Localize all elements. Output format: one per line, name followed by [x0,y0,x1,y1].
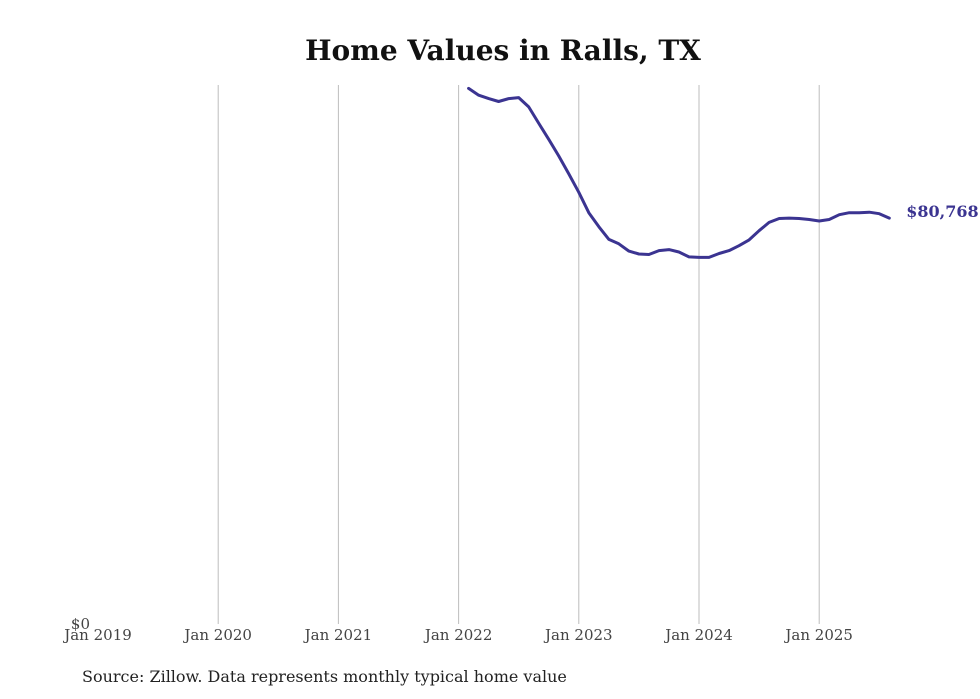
x-tick-label: Jan 2019 [62,626,132,644]
y-axis-zero-label: $0 [71,615,90,633]
latest-value-label: $80,768 [906,202,978,221]
x-tick-label: Jan 2021 [303,626,373,644]
x-tick-label: Jan 2025 [783,626,853,644]
x-tick-label: Jan 2024 [663,626,733,644]
x-tick-label: Jan 2020 [182,626,252,644]
chart-title: Home Values in Ralls, TX [305,34,701,67]
vertical-gridlines [217,85,820,624]
x-axis-tick-labels: Jan 2019 Jan 2020 Jan 2021 Jan 2022 Jan 2023… [62,626,853,644]
x-tick-label: Jan 2022 [423,626,493,644]
x-tick-label: Jan 2023 [543,626,613,644]
home-value-line [467,86,891,259]
source-note: Source: Zillow. Data represents monthly … [82,667,567,686]
